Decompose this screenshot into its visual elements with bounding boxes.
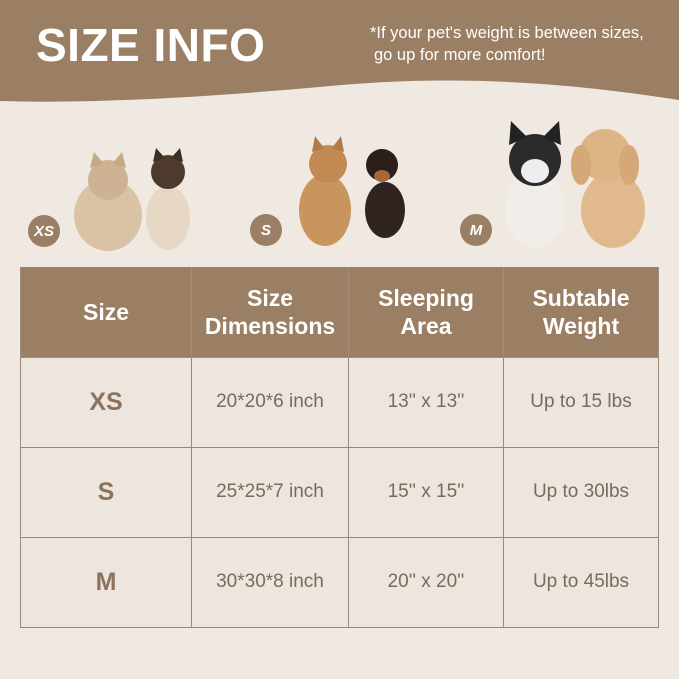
s-pets-image — [299, 136, 405, 246]
size-badge-xs: XS — [28, 215, 60, 247]
note-line-1: *If your pet's weight is between sizes, — [370, 24, 644, 42]
cell-dimensions: 20*20*6 inch — [191, 356, 349, 448]
cell-sleeping-area: 20'' x 20'' — [348, 536, 504, 628]
header-weight: Subtable Weight — [503, 267, 659, 358]
header-sleeping-area: Sleeping Area — [348, 267, 504, 358]
cell-size: M — [20, 536, 192, 628]
cell-sleeping-area: 13'' x 13'' — [348, 356, 504, 448]
cell-dimensions: 30*30*8 inch — [191, 536, 349, 628]
header-dimensions: Size Dimensions — [191, 267, 349, 358]
cell-weight: Up to 30lbs — [503, 446, 659, 538]
page-title: SIZE INFO — [36, 19, 266, 71]
header-size: Size — [20, 267, 192, 358]
size-badge-m: M — [460, 214, 492, 246]
size-badge-s: S — [250, 214, 282, 246]
cell-weight: Up to 45lbs — [503, 536, 659, 628]
header-banner — [0, 0, 679, 102]
table-row: M 30*30*8 inch 20'' x 20'' Up to 45lbs — [20, 536, 659, 628]
cell-size: XS — [20, 356, 192, 448]
table-row: S 25*25*7 inch 15'' x 15'' Up to 30lbs — [20, 446, 659, 538]
cell-sleeping-area: 15'' x 15'' — [348, 446, 504, 538]
cell-size: S — [20, 446, 192, 538]
note-line-2: go up for more comfort! — [374, 46, 546, 64]
table-header-row: Size Size Dimensions Sleeping Area Subtabl… — [20, 267, 659, 358]
cell-weight: Up to 15 lbs — [503, 356, 659, 448]
m-dogs-image — [505, 121, 645, 248]
table-row: XS 20*20*6 inch 13'' x 13'' Up to 15 lbs — [20, 356, 659, 448]
cell-dimensions: 25*25*7 inch — [191, 446, 349, 538]
size-table: Size Size Dimensions Sleeping Area Subtabl… — [20, 267, 659, 628]
sizing-note: *If your pet's weight is between sizes, … — [370, 22, 644, 66]
xs-cats-image — [74, 148, 190, 251]
